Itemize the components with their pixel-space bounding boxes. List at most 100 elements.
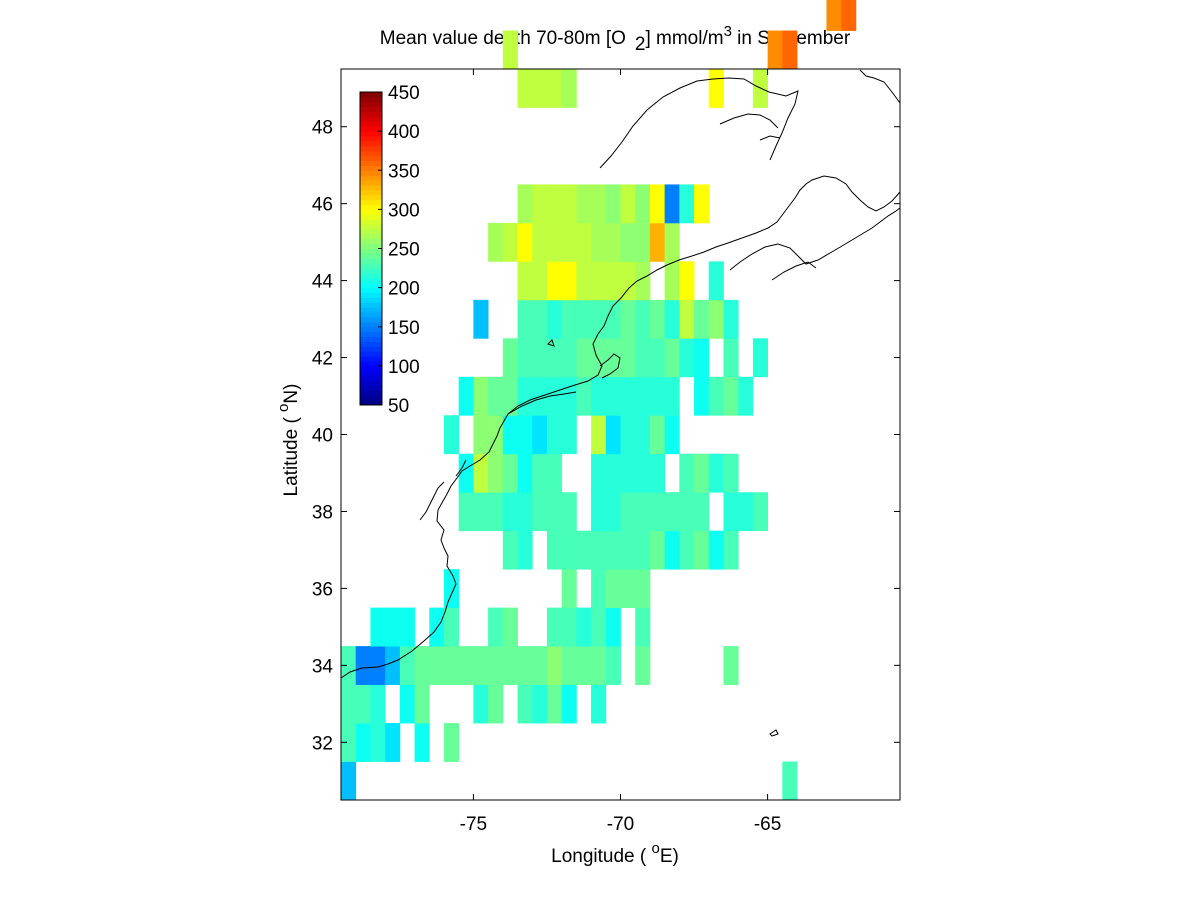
heatmap-cell	[561, 492, 577, 532]
colorbar-segment	[360, 224, 382, 230]
heatmap-cell	[517, 646, 533, 685]
colorbar-segment	[360, 321, 382, 328]
heatmap-cell	[694, 492, 710, 532]
ylabel-suffix: N)	[281, 384, 302, 404]
colorbar-segment	[360, 336, 382, 342]
heatmap-cell	[723, 299, 739, 339]
heatmap-cell	[561, 222, 577, 262]
colorbar-segment	[360, 351, 382, 357]
heatmap-cell	[517, 684, 533, 724]
heatmap-cell	[605, 376, 621, 416]
coastline-newfoundland	[859, 69, 901, 104]
coastline-st-lawrence	[599, 77, 799, 169]
colorbar-segment	[360, 385, 382, 391]
colorbar-segment	[360, 346, 382, 352]
heatmap-cell	[341, 761, 357, 801]
heatmap-cell	[546, 299, 563, 339]
colorbar-segment	[360, 170, 382, 176]
heatmap-cell	[517, 184, 533, 224]
colorbar-segment	[360, 233, 382, 240]
coastline	[340, 69, 901, 737]
heatmap-cell	[561, 607, 577, 647]
heatmap-cell	[546, 607, 563, 647]
colorbar-segment	[360, 175, 382, 181]
colorbar-segment	[360, 316, 382, 323]
heatmap-cell	[517, 338, 533, 378]
heatmap-cell	[605, 261, 621, 301]
heatmap-cell	[591, 222, 607, 262]
coastline-long-island	[507, 391, 577, 415]
heatmap-cell	[502, 376, 518, 416]
heatmap-cell	[620, 453, 636, 493]
heatmap-cell	[473, 684, 489, 724]
colorbar-segment	[360, 341, 382, 347]
colorbar-segment	[360, 263, 382, 269]
heatmap-cell	[649, 222, 666, 262]
heatmap-cell	[414, 684, 430, 724]
heatmap-cell	[532, 684, 548, 724]
heatmap-cell	[664, 530, 680, 570]
colorbar-segment	[360, 116, 382, 122]
heatmap-cell	[738, 492, 754, 532]
colorbar-segment	[360, 390, 382, 396]
heatmap-cell	[488, 492, 504, 532]
heatmap-cell	[517, 453, 533, 493]
x-axis-label: Longitude ( oE)	[551, 840, 679, 867]
colorbar-tick-label: 350	[388, 161, 420, 182]
heatmap-cell	[488, 607, 504, 647]
heatmap-cell	[708, 376, 724, 416]
heatmap-cell	[591, 530, 607, 570]
heatmap-cell	[635, 453, 651, 493]
heatmap-cell	[473, 415, 489, 455]
colorbar-segment	[360, 121, 382, 127]
colorbar-tick-label: 250	[388, 240, 420, 261]
heatmap-cell	[649, 415, 666, 455]
heatmap-cell	[443, 723, 460, 762]
colorbar-segment	[360, 228, 382, 235]
heatmap-cell	[399, 684, 415, 724]
colorbar-segment	[360, 131, 382, 137]
heatmap-cell	[605, 492, 621, 532]
heatmap-cell	[620, 530, 636, 570]
heatmap-cell	[635, 299, 651, 339]
heatmap-cell	[649, 338, 666, 378]
colorbar-segment	[360, 258, 382, 264]
colorbar-segment	[360, 184, 382, 191]
heatmap-cell	[605, 222, 621, 262]
heatmap-cell	[635, 338, 651, 378]
title-middle: ] mmol/m	[645, 28, 723, 49]
y-tick-label: 40	[312, 426, 333, 447]
heatmap-cell	[576, 261, 592, 301]
colorbar-segment	[360, 180, 382, 186]
colorbar-segment	[360, 92, 382, 98]
heatmap-cell	[546, 453, 563, 493]
heatmap-cell	[443, 607, 460, 647]
heatmap-cell	[546, 261, 563, 301]
heatmap-cell	[576, 530, 592, 570]
x-tick-label: -65	[754, 814, 781, 835]
heatmap-cell	[723, 376, 739, 416]
heatmap-cell	[502, 607, 518, 647]
heatmap-cell	[591, 415, 607, 455]
heatmap-cell	[561, 299, 577, 339]
heatmap-cell	[473, 453, 489, 493]
heatmap-cell	[517, 415, 533, 455]
heatmap-cell	[723, 646, 739, 685]
heatmap-cell	[385, 723, 401, 762]
heatmap-cell	[782, 761, 798, 801]
heatmap-cell	[517, 222, 533, 262]
heatmap-cell	[679, 338, 695, 378]
heatmap-cell	[605, 299, 621, 339]
colorbar-segment	[360, 189, 382, 196]
island-small-2	[547, 339, 555, 347]
y-tick-label: 48	[312, 118, 333, 139]
heatmap-cell	[532, 184, 548, 224]
heatmap-cell	[546, 222, 563, 262]
colorbar-segment	[360, 356, 382, 362]
heatmap-cell	[635, 607, 651, 647]
heatmap-cell	[561, 530, 577, 570]
heatmap-cell	[488, 222, 504, 262]
heatmap-cell	[605, 569, 621, 609]
heatmap-cell	[576, 376, 592, 416]
